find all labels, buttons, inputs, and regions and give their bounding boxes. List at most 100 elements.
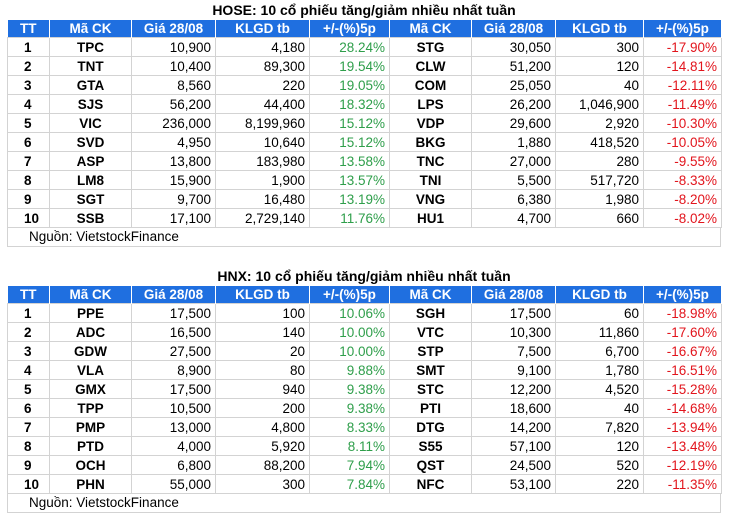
rank-cell: 5 — [7, 113, 50, 133]
loser-volume-cell: 1,780 — [555, 360, 644, 380]
loser-change-cell: -15.28% — [643, 379, 722, 399]
rank-cell: 3 — [7, 341, 50, 361]
rank-cell: 1 — [7, 37, 50, 57]
gainer-code-cell: VIC — [49, 113, 132, 133]
gainer-price-cell: 10,400 — [131, 56, 216, 76]
gainer-code-cell: SSB — [49, 208, 132, 228]
hose-table: TT Mã CK Giá 28/08 KLGD tb +/-(%)5p Mã CK Giá … — [7, 20, 722, 228]
loser-code-cell: TNC — [389, 151, 472, 171]
rank-cell: 8 — [7, 436, 50, 456]
loser-change-cell: -11.49% — [643, 94, 722, 114]
header-tt: TT — [7, 286, 50, 304]
gainer-change-cell: 10.00% — [309, 322, 390, 342]
table-row: 1 PPE 17,500 100 10.06% SGH 17,500 60 -18.98% — [7, 303, 722, 323]
loser-code-cell: VDP — [389, 113, 472, 133]
hose-block: HOSE: 10 cổ phiếu tăng/giảm nhiều nhất t… — [7, 1, 722, 247]
header-volume: KLGD tb — [555, 286, 644, 304]
gainer-price-cell: 8,560 — [131, 75, 216, 95]
loser-volume-cell: 40 — [555, 398, 644, 418]
table-row: 8 PTD 4,000 5,920 8.11% S55 57,100 120 -13.48% — [7, 436, 722, 456]
rank-cell: 3 — [7, 75, 50, 95]
loser-change-cell: -8.33% — [643, 170, 722, 190]
gainer-volume-cell: 8,199,960 — [215, 113, 310, 133]
loser-code-cell: QST — [389, 455, 472, 475]
loser-price-cell: 18,600 — [471, 398, 556, 418]
gainer-volume-cell: 4,800 — [215, 417, 310, 437]
loser-change-cell: -13.94% — [643, 417, 722, 437]
gainer-code-cell: SJS — [49, 94, 132, 114]
gainer-change-cell: 18.32% — [309, 94, 390, 114]
header-volume: KLGD tb — [215, 286, 310, 304]
gainer-change-cell: 15.12% — [309, 113, 390, 133]
gainer-change-cell: 13.57% — [309, 170, 390, 190]
gainer-price-cell: 10,900 — [131, 37, 216, 57]
loser-price-cell: 26,200 — [471, 94, 556, 114]
gainer-price-cell: 4,000 — [131, 436, 216, 456]
gainer-price-cell: 10,500 — [131, 398, 216, 418]
rank-cell: 1 — [7, 303, 50, 323]
header-row: TT Mã CK Giá 28/08 KLGD tb +/-(%)5p Mã CK Giá … — [7, 286, 722, 304]
loser-price-cell: 51,200 — [471, 56, 556, 76]
gainer-price-cell: 4,950 — [131, 132, 216, 152]
loser-change-cell: -16.51% — [643, 360, 722, 380]
gainer-code-cell: ADC — [49, 322, 132, 342]
gainer-volume-cell: 80 — [215, 360, 310, 380]
loser-change-cell: -14.81% — [643, 56, 722, 76]
loser-volume-cell: 1,980 — [555, 189, 644, 209]
loser-code-cell: VNG — [389, 189, 472, 209]
loser-price-cell: 12,200 — [471, 379, 556, 399]
gainer-price-cell: 17,500 — [131, 303, 216, 323]
loser-code-cell: STC — [389, 379, 472, 399]
gainer-change-cell: 10.06% — [309, 303, 390, 323]
rank-cell: 6 — [7, 132, 50, 152]
gainer-volume-cell: 16,480 — [215, 189, 310, 209]
rank-cell: 7 — [7, 417, 50, 437]
source-note: Nguồn: VietstockFinance — [7, 228, 721, 247]
loser-code-cell: LPS — [389, 94, 472, 114]
header-change: +/-(%)5p — [643, 286, 722, 304]
gainer-code-cell: PTD — [49, 436, 132, 456]
table-row: 5 GMX 17,500 940 9.38% STC 12,200 4,520 -15.28% — [7, 379, 722, 399]
gainer-price-cell: 27,500 — [131, 341, 216, 361]
gainer-change-cell: 11.76% — [309, 208, 390, 228]
loser-code-cell: SMT — [389, 360, 472, 380]
rank-cell: 4 — [7, 360, 50, 380]
loser-volume-cell: 220 — [555, 474, 644, 494]
gainer-price-cell: 17,500 — [131, 379, 216, 399]
loser-change-cell: -12.11% — [643, 75, 722, 95]
loser-price-cell: 7,500 — [471, 341, 556, 361]
loser-price-cell: 9,100 — [471, 360, 556, 380]
gainer-change-cell: 8.33% — [309, 417, 390, 437]
rank-cell: 8 — [7, 170, 50, 190]
loser-change-cell: -17.90% — [643, 37, 722, 57]
gainer-code-cell: PPE — [49, 303, 132, 323]
loser-change-cell: -8.02% — [643, 208, 722, 228]
gainer-volume-cell: 89,300 — [215, 56, 310, 76]
header-volume: KLGD tb — [215, 20, 310, 38]
table-row: 9 SGT 9,700 16,480 13.19% VNG 6,380 1,980 -8.20% — [7, 189, 722, 209]
table-row: 8 LM8 15,900 1,900 13.57% TNI 5,500 517,720 -8.3… — [7, 170, 722, 190]
gainer-change-cell: 15.12% — [309, 132, 390, 152]
table-row: 10 PHN 55,000 300 7.84% NFC 53,100 220 -11.35% — [7, 474, 722, 494]
header-tt: TT — [7, 20, 50, 38]
loser-code-cell: PTI — [389, 398, 472, 418]
gainer-code-cell: GMX — [49, 379, 132, 399]
loser-code-cell: TNI — [389, 170, 472, 190]
loser-price-cell: 24,500 — [471, 455, 556, 475]
gainer-volume-cell: 2,729,140 — [215, 208, 310, 228]
gainer-change-cell: 8.11% — [309, 436, 390, 456]
loser-change-cell: -12.19% — [643, 455, 722, 475]
gainer-change-cell: 9.88% — [309, 360, 390, 380]
rank-cell: 9 — [7, 189, 50, 209]
gainer-volume-cell: 940 — [215, 379, 310, 399]
gainer-change-cell: 28.24% — [309, 37, 390, 57]
rank-cell: 6 — [7, 398, 50, 418]
header-code: Mã CK — [389, 20, 472, 38]
loser-volume-cell: 11,860 — [555, 322, 644, 342]
gainer-code-cell: TPC — [49, 37, 132, 57]
gainer-change-cell: 7.94% — [309, 455, 390, 475]
loser-price-cell: 17,500 — [471, 303, 556, 323]
table-row: 1 TPC 10,900 4,180 28.24% STG 30,050 300 -17.90% — [7, 37, 722, 57]
loser-volume-cell: 660 — [555, 208, 644, 228]
rank-cell: 2 — [7, 322, 50, 342]
